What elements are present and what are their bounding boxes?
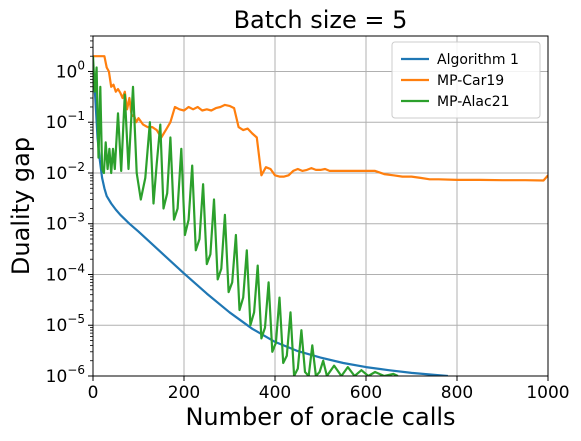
y-tick-label: 10−3: [46, 211, 85, 235]
chart-title: Batch size = 5: [234, 6, 408, 34]
y-tick-label: 10−5: [46, 312, 85, 336]
x-tick-label: 200: [168, 383, 200, 403]
y-tick-label: 10−1: [46, 109, 85, 133]
x-tick-label: 600: [350, 383, 382, 403]
x-axis-title: Number of oracle calls: [185, 403, 455, 431]
x-axis: 0 200 400 600 800 1000: [88, 376, 570, 403]
x-tick-label: 1000: [526, 383, 569, 403]
y-tick-label: 10−2: [46, 160, 85, 184]
series-line-2: [93, 55, 548, 182]
legend-label: MP-Car19: [437, 73, 504, 89]
x-tick-label: 400: [259, 383, 291, 403]
y-tick-label: 10−6: [46, 363, 85, 387]
y-axis: 100 10−1 10−2 10−3 10−4 10−5 10−6: [46, 35, 93, 387]
legend-label: MP-Alac21: [437, 94, 510, 110]
series-line-3: [93, 56, 399, 376]
y-tick-label: 100: [56, 58, 85, 82]
legend-label: Algorithm 1: [437, 52, 519, 68]
x-tick-label: 0: [88, 383, 99, 403]
legend: Algorithm 1 MP-Car19 MP-Alac21: [391, 41, 541, 119]
x-tick-label: 800: [441, 383, 473, 403]
plot-frame: [92, 35, 549, 377]
y-axis-title: Duality gap: [7, 137, 35, 275]
series-line-1: [93, 67, 448, 376]
legend-box: [391, 41, 541, 119]
plot-area: [93, 55, 548, 376]
y-tick-label: 10−4: [46, 261, 85, 285]
